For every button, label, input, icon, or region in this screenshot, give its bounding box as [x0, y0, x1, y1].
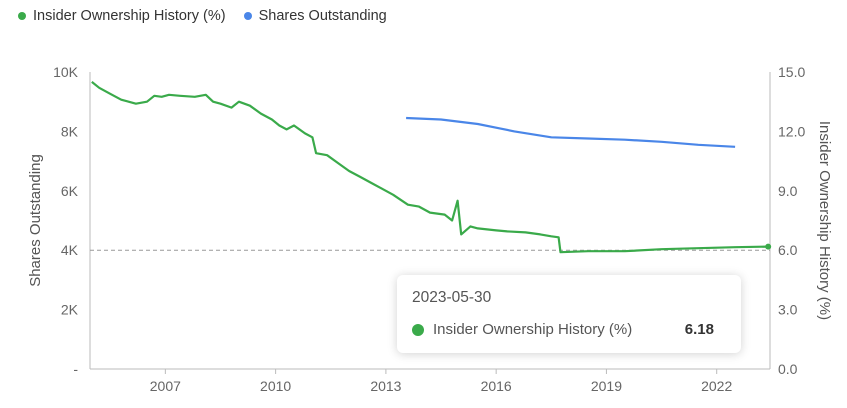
tooltip-series-label: Insider Ownership History (%): [433, 321, 633, 338]
legend-item-insider-ownership[interactable]: Insider Ownership History (%): [18, 8, 226, 24]
x-tick-label: 2016: [481, 378, 512, 394]
left-tick-label: 8K: [61, 123, 79, 139]
left-tick-label: 4K: [61, 242, 79, 258]
legend-label-insider-ownership: Insider Ownership History (%): [33, 8, 226, 24]
right-tick-label: 12.0: [778, 123, 805, 139]
left-tick-label: 6K: [61, 183, 79, 199]
hover-point-marker: [765, 243, 772, 250]
tooltip-row: Insider Ownership History (%) 6.18: [412, 321, 726, 338]
right-tick-label: 15.0: [778, 64, 805, 80]
legend-item-shares-outstanding[interactable]: Shares Outstanding: [243, 8, 387, 24]
left-tick-label: -: [73, 361, 78, 377]
right-tick-label: 3.0: [778, 302, 798, 318]
x-tick-label: 2010: [260, 378, 291, 394]
series-line-insider-ownership: [91, 81, 769, 254]
right-tick-label: 6.0: [778, 242, 798, 258]
x-tick-label: 2013: [370, 378, 401, 394]
left-axis-title: Shares Outstanding: [27, 154, 44, 287]
right-axis-title: Insider Ownership History (%): [816, 121, 833, 320]
x-tick-label: 2007: [150, 378, 181, 394]
x-tick-label: 2022: [701, 378, 732, 394]
right-tick-label: 9.0: [778, 183, 798, 199]
chart-legend: Insider Ownership History (%) Shares Out…: [18, 8, 387, 24]
x-tick-label: 2019: [591, 378, 622, 394]
legend-label-shares-outstanding: Shares Outstanding: [258, 8, 387, 24]
chart-tooltip: 2023-05-30 Insider Ownership History (%)…: [397, 275, 741, 353]
legend-dot-shares-outstanding: [243, 12, 252, 20]
tooltip-date: 2023-05-30: [412, 289, 492, 306]
left-tick-label: 10K: [53, 64, 79, 80]
left-tick-label: 2K: [61, 302, 79, 318]
legend-dot-insider-ownership: [18, 12, 26, 20]
tooltip-series-dot: [412, 323, 424, 336]
tooltip-value: 6.18: [684, 321, 714, 338]
right-tick-label: 0.0: [778, 361, 798, 377]
series-line-shares-outstanding: [406, 116, 736, 148]
